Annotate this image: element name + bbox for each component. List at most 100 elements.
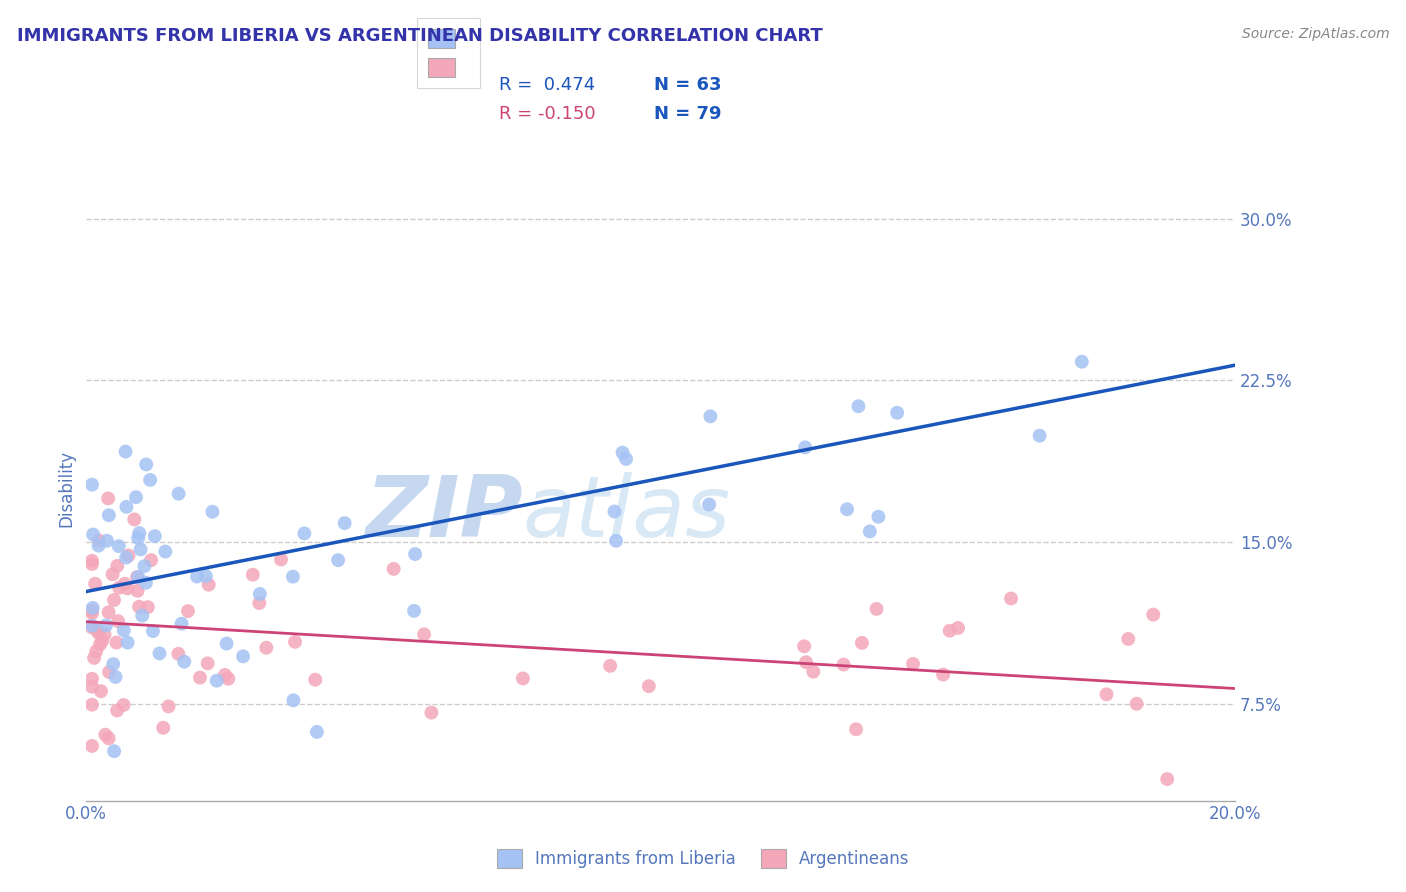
Point bbox=[98, 665, 121, 679]
Point bbox=[167, 647, 190, 661]
Point bbox=[932, 667, 955, 681]
Point bbox=[82, 527, 104, 541]
Point bbox=[104, 670, 127, 684]
Point bbox=[1028, 428, 1050, 442]
Point bbox=[851, 636, 873, 650]
Point bbox=[108, 581, 131, 595]
Point bbox=[614, 451, 637, 466]
Point bbox=[205, 673, 228, 688]
Point bbox=[186, 569, 208, 583]
Point bbox=[512, 672, 534, 686]
Point bbox=[232, 649, 254, 664]
Text: N = 79: N = 79 bbox=[654, 105, 721, 123]
Point bbox=[155, 544, 177, 558]
Point bbox=[794, 655, 817, 669]
Point bbox=[1142, 607, 1164, 622]
Point bbox=[413, 627, 436, 641]
Point bbox=[112, 698, 135, 712]
Point bbox=[87, 533, 110, 548]
Point bbox=[136, 600, 159, 615]
Point bbox=[103, 744, 125, 758]
Point bbox=[125, 490, 148, 504]
Point bbox=[129, 542, 152, 557]
Point bbox=[128, 599, 150, 614]
Point bbox=[848, 399, 870, 413]
Point bbox=[124, 512, 146, 526]
Text: R =  0.474: R = 0.474 bbox=[499, 76, 595, 94]
Point bbox=[97, 605, 120, 619]
Point bbox=[82, 600, 104, 615]
Point bbox=[91, 633, 114, 648]
Point bbox=[115, 550, 138, 565]
Point bbox=[80, 554, 103, 568]
Point bbox=[112, 624, 135, 638]
Point bbox=[90, 684, 112, 698]
Point bbox=[177, 604, 200, 618]
Point bbox=[157, 699, 180, 714]
Point bbox=[188, 671, 211, 685]
Point bbox=[87, 539, 110, 553]
Point bbox=[134, 559, 156, 574]
Point bbox=[699, 409, 721, 424]
Point bbox=[281, 569, 304, 583]
Point bbox=[845, 723, 868, 737]
Point bbox=[946, 621, 969, 635]
Point bbox=[1125, 697, 1147, 711]
Point bbox=[326, 553, 349, 567]
Point bbox=[901, 657, 924, 671]
Point bbox=[1070, 355, 1092, 369]
Point bbox=[125, 570, 148, 584]
Point bbox=[801, 665, 824, 679]
Point bbox=[127, 570, 149, 584]
Point bbox=[80, 739, 103, 753]
Point bbox=[84, 576, 107, 591]
Point bbox=[1156, 772, 1178, 786]
Point bbox=[114, 576, 136, 591]
Point bbox=[835, 502, 858, 516]
Point bbox=[284, 635, 307, 649]
Point bbox=[127, 583, 149, 598]
Point bbox=[94, 618, 117, 632]
Point bbox=[170, 616, 193, 631]
Point bbox=[139, 553, 162, 567]
Point bbox=[304, 673, 326, 687]
Point bbox=[101, 567, 124, 582]
Point bbox=[420, 706, 443, 720]
Point bbox=[107, 539, 129, 553]
Point bbox=[143, 529, 166, 543]
Point bbox=[105, 558, 128, 573]
Point bbox=[89, 637, 111, 651]
Point bbox=[84, 644, 107, 658]
Point bbox=[97, 508, 120, 523]
Point bbox=[1000, 591, 1022, 606]
Point bbox=[254, 640, 277, 655]
Point bbox=[148, 647, 170, 661]
Point bbox=[605, 533, 627, 548]
Point bbox=[794, 441, 817, 455]
Point bbox=[80, 672, 103, 686]
Point bbox=[94, 728, 117, 742]
Point bbox=[194, 569, 217, 583]
Point bbox=[80, 698, 103, 712]
Point bbox=[93, 627, 115, 641]
Point bbox=[80, 477, 103, 491]
Point bbox=[215, 637, 238, 651]
Point bbox=[114, 444, 136, 458]
Point bbox=[599, 659, 621, 673]
Text: Source: ZipAtlas.com: Source: ZipAtlas.com bbox=[1241, 27, 1389, 41]
Point bbox=[305, 725, 328, 739]
Point bbox=[117, 582, 139, 596]
Point bbox=[249, 587, 271, 601]
Point bbox=[938, 624, 960, 638]
Point bbox=[80, 557, 103, 571]
Point bbox=[139, 473, 162, 487]
Point bbox=[697, 498, 720, 512]
Point bbox=[103, 657, 125, 671]
Point bbox=[86, 624, 108, 638]
Point bbox=[859, 524, 882, 539]
Point bbox=[103, 593, 125, 607]
Point bbox=[247, 596, 270, 610]
Text: R = -0.150: R = -0.150 bbox=[499, 105, 596, 123]
Point bbox=[886, 406, 908, 420]
Point bbox=[115, 500, 138, 514]
